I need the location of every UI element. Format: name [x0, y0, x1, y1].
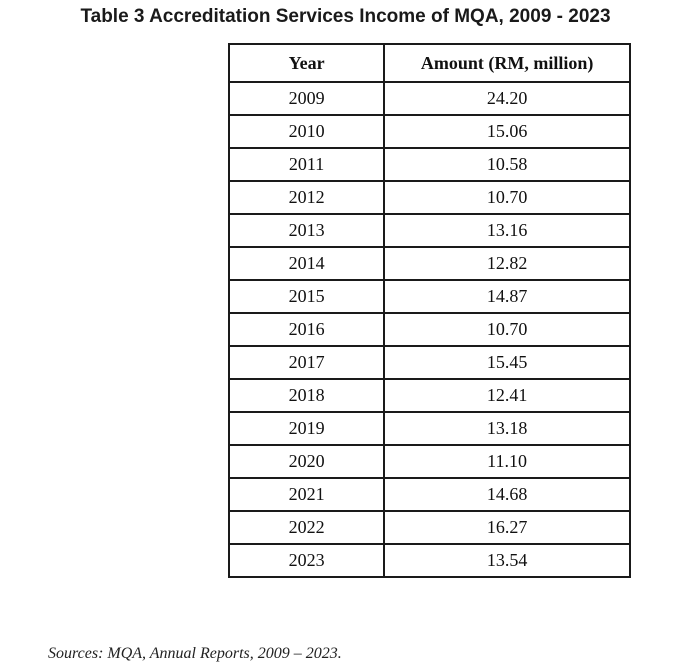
amount-cell: 13.18: [383, 411, 631, 446]
year-cell: 2014: [227, 246, 386, 281]
year-cell: 2020: [227, 444, 386, 479]
table-row: 2010 15.06: [227, 114, 631, 149]
year-cell: 2016: [227, 312, 386, 347]
table-row: 2016 10.70: [227, 312, 631, 347]
table-row: 2009 24.20: [227, 81, 631, 116]
amount-cell: 13.16: [383, 213, 631, 248]
year-cell: 2013: [227, 213, 386, 248]
table-row: 2020 11.10: [227, 444, 631, 479]
table-row: 2014 12.82: [227, 246, 631, 281]
table-row: 2017 15.45: [227, 345, 631, 380]
year-cell: 2010: [227, 114, 386, 149]
source-note: Sources: MQA, Annual Reports, 2009 – 202…: [48, 645, 342, 662]
table-title: Table 3 Accreditation Services Income of…: [80, 6, 611, 27]
table-row: 2013 13.16: [227, 213, 631, 248]
column-header-amount: Amount (RM, million): [383, 43, 631, 83]
amount-cell: 16.27: [383, 510, 631, 545]
amount-cell: 14.87: [383, 279, 631, 314]
amount-cell: 13.54: [383, 543, 631, 578]
amount-cell: 24.20: [383, 81, 631, 116]
year-cell: 2009: [227, 81, 386, 116]
table-row: 2023 13.54: [227, 543, 631, 578]
year-cell: 2021: [227, 477, 386, 512]
amount-cell: 11.10: [383, 444, 631, 479]
year-cell: 2012: [227, 180, 386, 215]
table-header-row: Year Amount (RM, million): [227, 43, 631, 83]
year-cell: 2017: [227, 345, 386, 380]
column-header-year: Year: [227, 43, 386, 83]
amount-cell: 10.70: [383, 312, 631, 347]
table-row: 2022 16.27: [227, 510, 631, 545]
year-cell: 2019: [227, 411, 386, 446]
table-row: 2011 10.58: [227, 147, 631, 182]
table-row: 2021 14.68: [227, 477, 631, 512]
year-cell: 2018: [227, 378, 386, 413]
amount-cell: 10.70: [383, 180, 631, 215]
amount-cell: 12.82: [383, 246, 631, 281]
year-cell: 2022: [227, 510, 386, 545]
amount-cell: 10.58: [383, 147, 631, 182]
table-row: 2018 12.41: [227, 378, 631, 413]
table-row: 2015 14.87: [227, 279, 631, 314]
year-cell: 2011: [227, 147, 386, 182]
amount-cell: 15.06: [383, 114, 631, 149]
year-cell: 2023: [227, 543, 386, 578]
income-table: Year Amount (RM, million) 2009 24.20 201…: [227, 43, 631, 578]
amount-cell: 15.45: [383, 345, 631, 380]
table-row: 2012 10.70: [227, 180, 631, 215]
amount-cell: 14.68: [383, 477, 631, 512]
amount-cell: 12.41: [383, 378, 631, 413]
table-row: 2019 13.18: [227, 411, 631, 446]
year-cell: 2015: [227, 279, 386, 314]
